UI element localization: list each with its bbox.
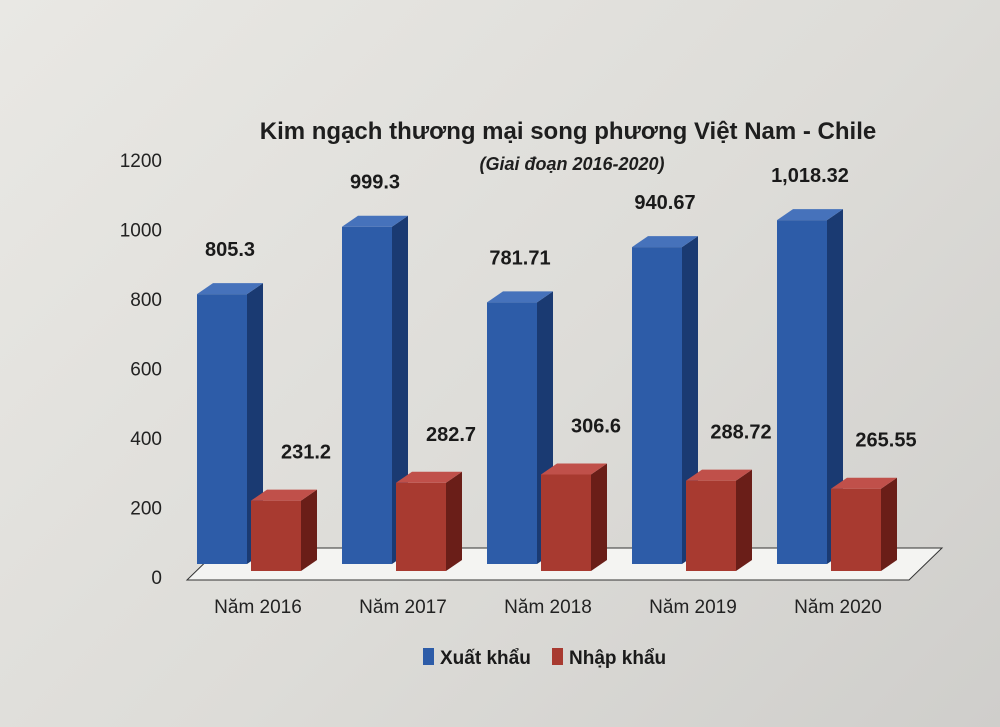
bar-side-face	[827, 209, 843, 565]
legend-swatch-export	[423, 648, 434, 665]
legend-label-export: Xuất khẩu	[440, 648, 531, 669]
y-tick-label: 600	[130, 360, 162, 381]
bar-export	[487, 291, 553, 564]
bar-top-face	[396, 471, 462, 483]
bar-side-face	[591, 463, 607, 571]
bar-import	[251, 489, 317, 571]
x-tick-label: Năm 2016	[214, 597, 302, 618]
data-label: 288.72	[710, 422, 771, 444]
bar-front-face	[197, 294, 247, 564]
bar-top-face	[831, 477, 897, 489]
data-label: 999.3	[350, 172, 400, 194]
y-tick-label: 0	[151, 568, 162, 589]
data-label: 306.6	[571, 415, 621, 437]
legend: Xuất khẩu Nhập khẩu	[423, 648, 666, 669]
bar-front-face	[396, 482, 446, 571]
bar-front-face	[686, 480, 736, 571]
y-tick-label: 1000	[120, 221, 162, 242]
bar-side-face	[446, 471, 462, 571]
bar-top-face	[487, 291, 553, 303]
bar-side-face	[881, 477, 897, 571]
x-tick-label: Năm 2020	[794, 597, 882, 618]
data-label: 805.3	[205, 239, 255, 261]
bar-top-face	[342, 215, 408, 227]
data-label: 940.67	[634, 192, 695, 214]
bar-top-face	[251, 489, 317, 501]
bar-front-face	[251, 500, 301, 571]
bar-front-face	[632, 247, 682, 564]
bar-import	[396, 471, 462, 571]
x-tick-label: Năm 2019	[649, 597, 737, 618]
chart-title: Kim ngạch thương mại song phương Việt Na…	[260, 118, 876, 145]
data-label: 231.2	[281, 442, 331, 464]
bar-side-face	[736, 469, 752, 571]
y-tick-label: 800	[130, 290, 162, 311]
bar-front-face	[541, 474, 591, 571]
bar-side-face	[392, 215, 408, 564]
data-label: 1,018.32	[771, 165, 849, 187]
bar-top-face	[632, 236, 698, 248]
bar-export	[197, 283, 263, 564]
data-labels: 805.3 999.3 781.71 940.67 1,018.32 231.2 282.7…	[205, 165, 917, 464]
bar-side-face	[301, 489, 317, 571]
bar-import	[541, 463, 607, 571]
data-label: 282.7	[426, 424, 476, 446]
bar-top-face	[541, 463, 607, 475]
bar-top-face	[777, 209, 843, 221]
bar-front-face	[831, 488, 881, 571]
bar-import	[831, 477, 897, 571]
legend-label-import: Nhập khẩu	[569, 648, 666, 669]
bar-export	[777, 209, 843, 565]
bar-export	[342, 215, 408, 564]
y-tick-label: 1200	[120, 151, 162, 172]
x-tick-label: Năm 2017	[359, 597, 447, 618]
data-label: 265.55	[855, 430, 916, 452]
chart-subtitle: (Giai đoạn 2016-2020)	[479, 154, 664, 174]
data-label: 781.71	[489, 247, 550, 269]
bar-front-face	[487, 302, 537, 564]
bar-top-face	[197, 283, 263, 295]
bar-front-face	[342, 226, 392, 564]
bars	[197, 209, 897, 571]
bar-front-face	[777, 220, 827, 565]
bar-side-face	[247, 283, 263, 564]
bar-import	[686, 469, 752, 571]
x-tick-label: Năm 2018	[504, 597, 592, 618]
y-tick-label: 400	[130, 429, 162, 450]
y-tick-label: 200	[130, 499, 162, 520]
legend-swatch-import	[552, 648, 563, 665]
bar-top-face	[686, 469, 752, 481]
